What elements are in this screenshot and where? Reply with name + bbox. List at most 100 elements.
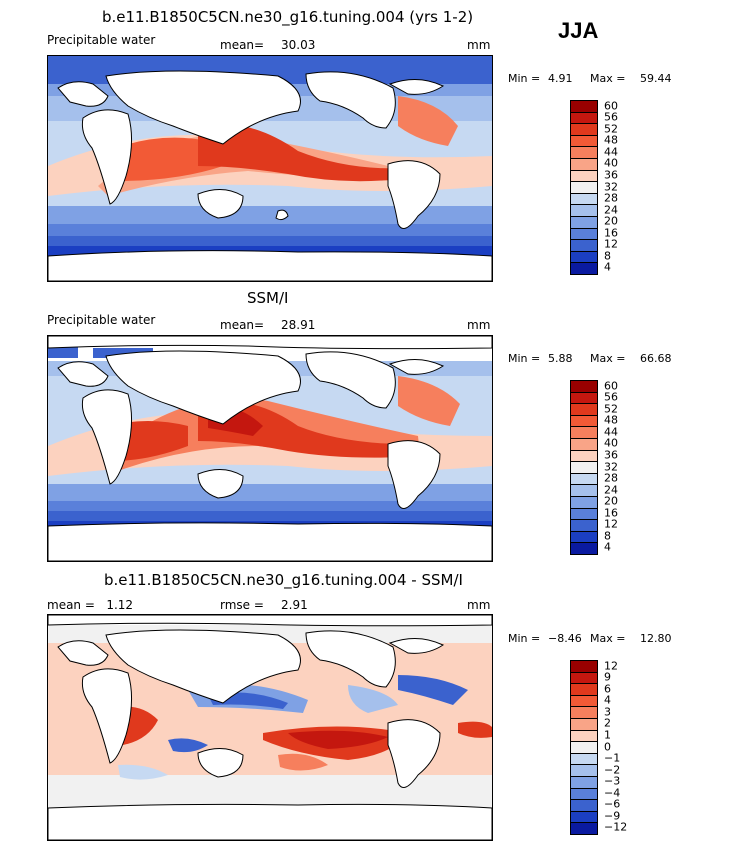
panel-1-max-label: Max =	[590, 72, 626, 85]
panel-2-map	[47, 335, 493, 562]
colorbar-tick-label: 8	[604, 249, 611, 263]
colorbar-tick-label: 12	[604, 517, 618, 531]
colorbar-box	[571, 788, 597, 801]
colorbar-box	[571, 531, 597, 544]
colorbar-box	[571, 381, 597, 393]
panel-3-max-label: Max =	[590, 632, 626, 645]
colorbar-box	[571, 392, 597, 405]
colorbar-tick-label: 16	[604, 506, 618, 520]
panel-3-stat-value: 2.91	[281, 598, 308, 612]
colorbar-tick-label: 24	[604, 203, 618, 217]
panel-1-stat-value: 30.03	[281, 38, 316, 52]
colorbar-box	[571, 158, 597, 171]
colorbar-box	[571, 251, 597, 264]
panel-3-colorbar	[570, 660, 598, 835]
panel-1-title: b.e11.B1850C5CN.ne30_g16.tuning.004 (yrs…	[102, 8, 474, 26]
panel-2-continents	[48, 336, 492, 561]
colorbar-tick-label: 40	[604, 156, 618, 170]
colorbar-tick-label: −2	[604, 763, 621, 777]
colorbar-tick-label: 44	[604, 425, 618, 439]
colorbar-tick-label: −6	[604, 797, 621, 811]
panel-2-field-label: Precipitable water	[47, 313, 156, 327]
colorbar-tick-label: 28	[604, 471, 618, 485]
colorbar-tick-label: 3	[604, 705, 611, 719]
colorbar-box	[571, 427, 597, 439]
colorbar-tick-label: −3	[604, 774, 621, 788]
panel-3-stat-label: rmse =	[220, 598, 264, 612]
colorbar-box	[571, 147, 597, 159]
colorbar-tick-label: −4	[604, 786, 621, 800]
colorbar-tick-label: 48	[604, 413, 618, 427]
colorbar-box	[571, 101, 597, 113]
colorbar-tick-label: 36	[604, 168, 618, 182]
panel-1-min-label: Min =	[508, 72, 541, 85]
colorbar-box	[571, 485, 597, 497]
panel-3-units: mm	[467, 598, 491, 612]
colorbar-tick-label: 4	[604, 540, 611, 554]
colorbar-box	[571, 462, 597, 474]
colorbar-tick-label: 20	[604, 214, 618, 228]
colorbar-tick-label: 6	[604, 682, 611, 696]
colorbar-box	[571, 520, 597, 532]
panel-3-min-value: −8.46	[548, 632, 582, 645]
colorbar-tick-label: −9	[604, 809, 621, 823]
colorbar-tick-label: 20	[604, 494, 618, 508]
colorbar-box	[571, 205, 597, 217]
colorbar-tick-label: 8	[604, 529, 611, 543]
colorbar-box	[571, 684, 597, 696]
colorbar-tick-label: 44	[604, 145, 618, 159]
panel-3-min-label: Min =	[508, 632, 541, 645]
colorbar-box	[571, 707, 597, 719]
colorbar-tick-label: 48	[604, 133, 618, 147]
colorbar-box	[571, 496, 597, 509]
panel-2-colorbar	[570, 380, 598, 555]
panel-1-min-value: 4.91	[548, 72, 573, 85]
colorbar-tick-label: 2	[604, 716, 611, 730]
colorbar-box	[571, 730, 597, 743]
panel-1-units: mm	[467, 38, 491, 52]
panel-3-mean-label: mean = 1.12	[47, 598, 134, 612]
panel-3-continents	[48, 615, 492, 840]
colorbar-tick-label: 40	[604, 436, 618, 450]
colorbar-tick-label: 24	[604, 483, 618, 497]
panel-3-max-value: 12.80	[640, 632, 672, 645]
colorbar-tick-label: 12	[604, 237, 618, 251]
panel-2-min-label: Min =	[508, 352, 541, 365]
panel-1-max-value: 59.44	[640, 72, 672, 85]
panel-1-map	[47, 55, 493, 282]
colorbar-box	[571, 124, 597, 136]
colorbar-box	[571, 695, 597, 708]
colorbar-box	[571, 661, 597, 673]
colorbar-tick-label: 4	[604, 693, 611, 707]
panel-2-max-label: Max =	[590, 352, 626, 365]
panel-3-map	[47, 614, 493, 841]
colorbar-box	[571, 672, 597, 685]
colorbar-tick-label: 16	[604, 226, 618, 240]
colorbar-box	[571, 742, 597, 754]
panel-1-colorbar	[570, 100, 598, 275]
colorbar-tick-label: 60	[604, 99, 618, 113]
colorbar-box	[571, 438, 597, 451]
colorbar-tick-label: 12	[604, 659, 618, 673]
colorbar-tick-label: 56	[604, 390, 618, 404]
colorbar-box	[571, 473, 597, 486]
panel-1-continents	[48, 70, 492, 281]
panel-2-stat-value: 28.91	[281, 318, 316, 332]
colorbar-box	[571, 135, 597, 148]
colorbar-tick-label: 0	[604, 740, 611, 753]
colorbar-tick-label: 52	[604, 122, 618, 136]
panel-2-units: mm	[467, 318, 491, 332]
colorbar-tick-label: 32	[604, 460, 618, 473]
colorbar-box	[571, 718, 597, 731]
colorbar-box	[571, 193, 597, 206]
colorbar-box	[571, 753, 597, 766]
panel-2-max-value: 66.68	[640, 352, 672, 365]
colorbar-box	[571, 811, 597, 824]
colorbar-box	[571, 182, 597, 194]
colorbar-tick-label: 36	[604, 448, 618, 462]
colorbar-tick-label: 52	[604, 402, 618, 416]
season-label: JJA	[558, 18, 599, 43]
colorbar-box	[571, 800, 597, 812]
colorbar-tick-label: 9	[604, 670, 611, 684]
colorbar-tick-label: −1	[604, 751, 621, 765]
